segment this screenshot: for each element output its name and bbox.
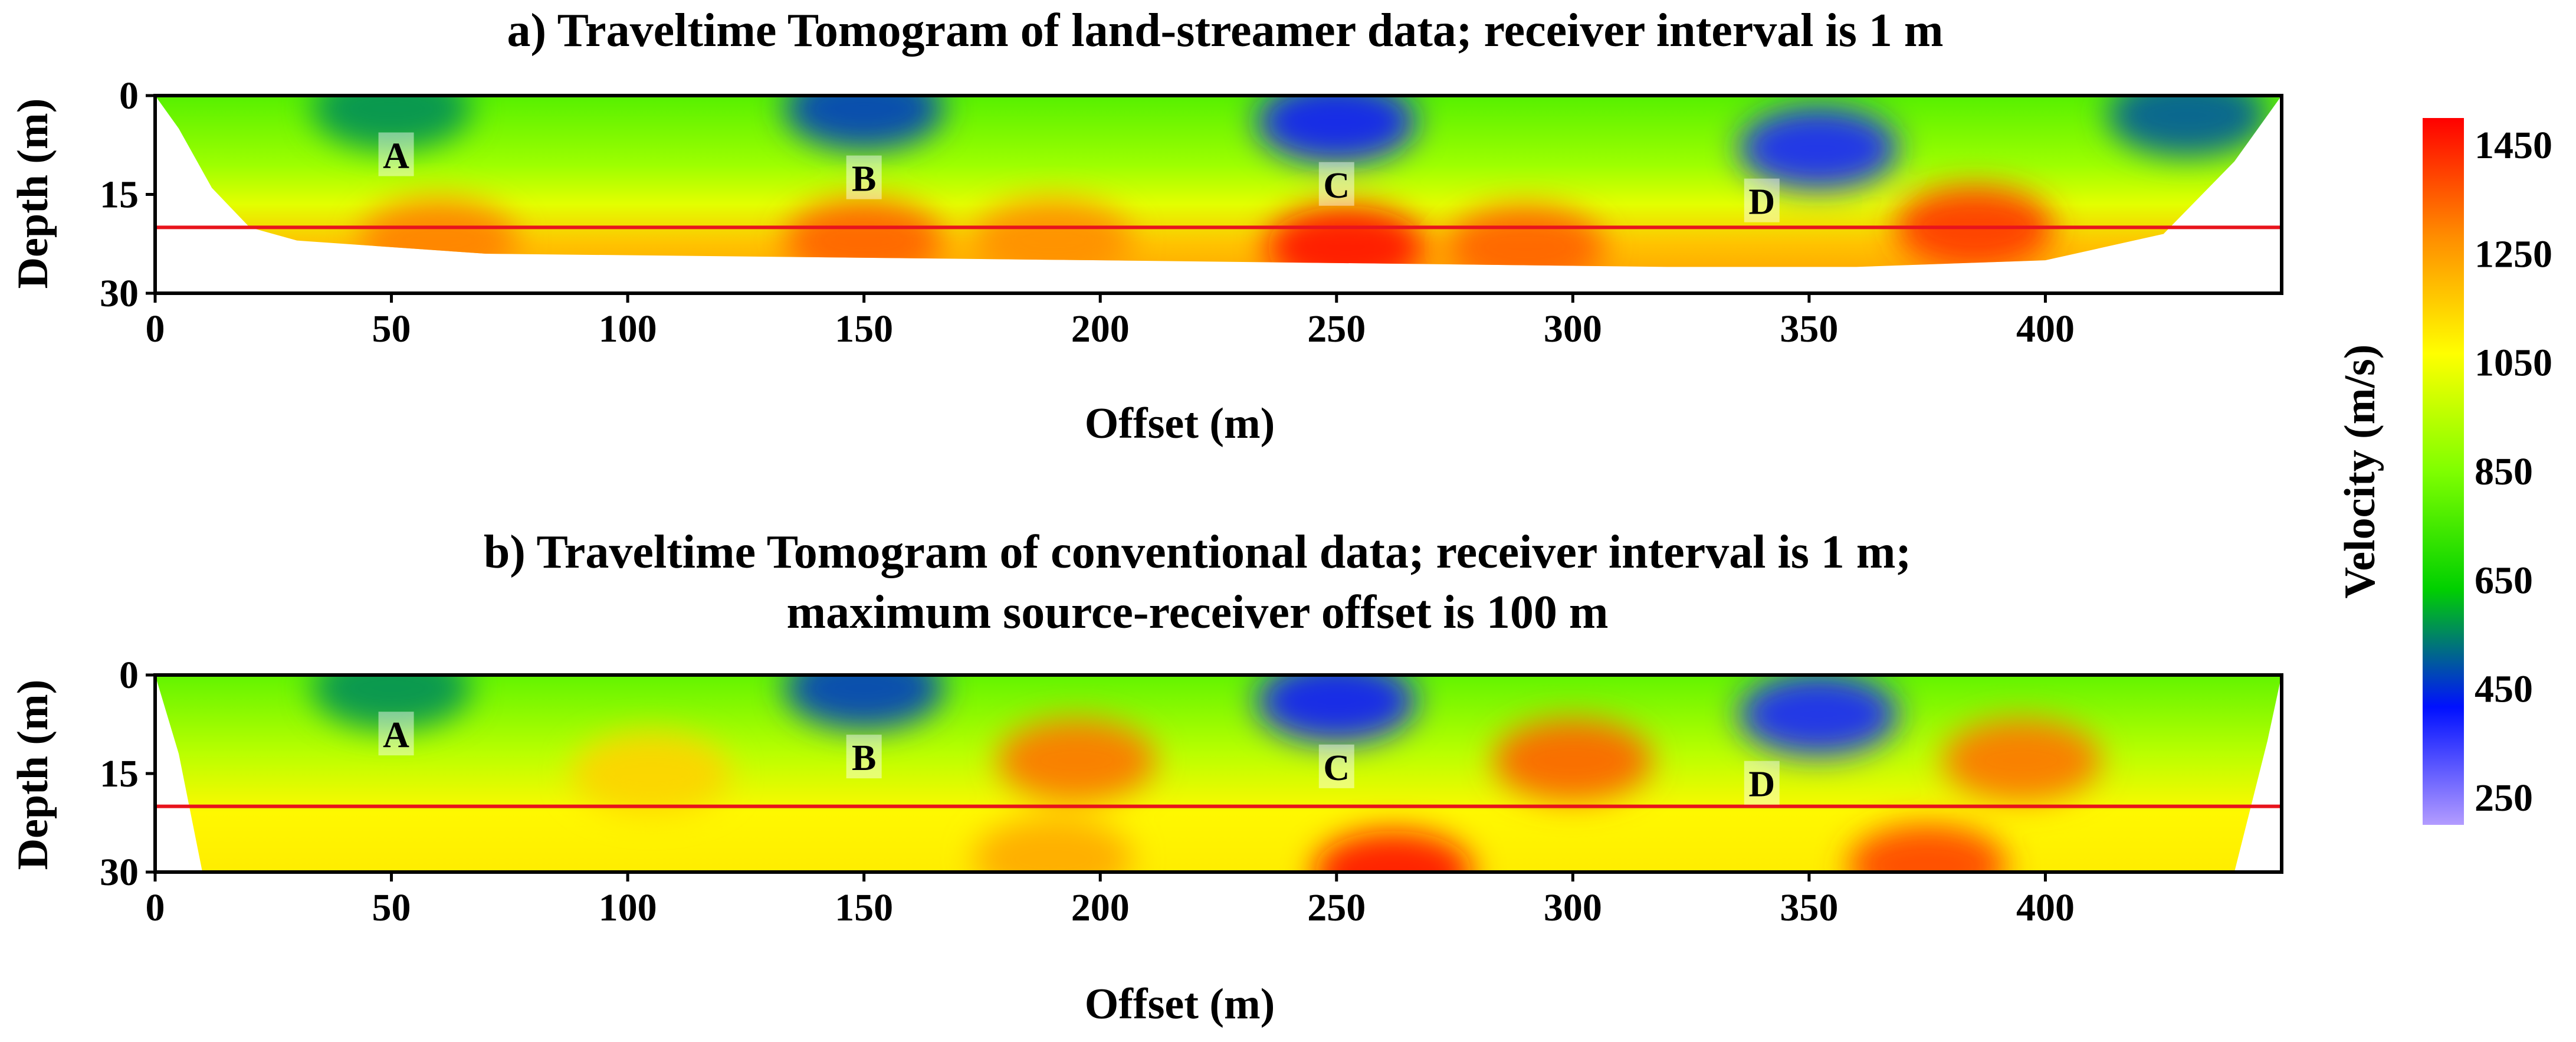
marker-box-b-A — [378, 712, 414, 756]
xtick-label-a-100: 100 — [599, 307, 657, 350]
velocity-anomaly-b-4 — [1738, 675, 1898, 756]
colorbar-tick-250: 250 — [2475, 776, 2533, 820]
xtick-label-b-0: 0 — [146, 886, 165, 929]
panel-a-tomogram: a) Traveltime Tomogram of land-streamer … — [9, 5, 2283, 448]
velocity-anomaly-a-7 — [1266, 205, 1426, 267]
marker-label-b-C: C — [1323, 748, 1350, 788]
xtick-label-b-300: 300 — [1544, 886, 1602, 929]
colorbar-tick-1250: 1250 — [2475, 232, 2552, 276]
xtick-label-a-400: 400 — [2016, 307, 2075, 350]
velocity-anomaly-a-1 — [311, 96, 471, 150]
panel-b-ylabel: Depth (m) — [9, 680, 57, 870]
panel-a-plot-area: A B C D 0 50 100 150 200 250 300 350 400 0 15 30 — [100, 74, 2283, 350]
velocity-anomaly-a-11 — [973, 199, 1133, 267]
colorbar-tick-1450: 1450 — [2475, 124, 2552, 167]
panel-b-xlabel: Offset (m) — [1085, 980, 1275, 1028]
velocity-field-b — [155, 675, 2282, 872]
marker-box-b-C — [1318, 744, 1354, 788]
panel-b-title-line-2: maximum source-receiver offset is 100 m — [787, 586, 1609, 638]
velocity-anomaly-b-7 — [973, 817, 1133, 872]
marker-box-a-C — [1318, 162, 1354, 206]
velocity-anomaly-a-3 — [1256, 96, 1416, 163]
velocity-anomaly-b-9 — [1313, 831, 1473, 872]
xtick-label-b-50: 50 — [372, 886, 411, 929]
panel-b-plot-area: A B C D 0 50 100 150 200 250 300 350 400 0 15 30 — [100, 654, 2283, 929]
velocity-anomaly-b-2 — [784, 675, 944, 730]
velocity-anomaly-a-10 — [359, 199, 519, 267]
xtick-label-b-250: 250 — [1307, 886, 1366, 929]
velocity-field-a — [155, 96, 2282, 267]
colorbar-tick-1050: 1050 — [2475, 342, 2552, 385]
colorbar-ticks: 1450 1250 1050 850 650 450 250 — [2475, 124, 2552, 820]
marker-label-a-A: A — [383, 136, 409, 176]
panel-a-ylabel: Depth (m) — [9, 99, 57, 289]
velocity-anomaly-a-8 — [1446, 205, 1606, 267]
panel-b-title-line-1: b) Traveltime Tomogram of conventional d… — [484, 526, 1911, 578]
velocity-anomaly-b-11 — [1847, 824, 2007, 872]
xtick-label-b-100: 100 — [599, 886, 657, 929]
xtick-label-a-350: 350 — [1780, 307, 1838, 350]
panel-a-xlabel: Offset (m) — [1085, 399, 1275, 448]
velocity-anomaly-b-8 — [1493, 719, 1653, 802]
marker-label-b-D: D — [1748, 765, 1775, 805]
colorbar-tick-450: 450 — [2475, 668, 2533, 711]
velocity-anomaly-a-5 — [2107, 96, 2267, 157]
velocity-anomaly-b-5 — [572, 732, 731, 815]
marker-box-b-B — [846, 735, 882, 779]
marker-label-a-D: D — [1748, 182, 1775, 222]
velocity-anomaly-b-10 — [1942, 719, 2102, 802]
colorbar-gradient — [2423, 118, 2464, 825]
xtick-label-a-200: 200 — [1071, 307, 1130, 350]
panel-a-title: a) Traveltime Tomogram of land-streamer … — [507, 5, 1943, 57]
velocity-anomaly-a-4 — [1738, 107, 1898, 190]
colorbar-label: Velocity (m/s) — [2336, 345, 2384, 599]
ytick-label-a-30: 30 — [100, 272, 139, 315]
velocity-anomaly-b-3 — [1256, 675, 1416, 743]
colorbar-tick-650: 650 — [2475, 559, 2533, 602]
marker-label-b-B: B — [852, 738, 876, 778]
xtick-label-a-150: 150 — [835, 307, 893, 350]
marker-box-a-A — [378, 132, 414, 176]
xtick-label-a-300: 300 — [1544, 307, 1602, 350]
xtick-label-b-200: 200 — [1071, 886, 1130, 929]
marker-box-a-B — [846, 155, 882, 199]
velocity-anomaly-b-1 — [311, 675, 471, 730]
marker-box-a-D — [1744, 178, 1780, 222]
ytick-label-b-0: 0 — [119, 654, 139, 697]
xtick-label-a-250: 250 — [1307, 307, 1366, 350]
ytick-label-a-0: 0 — [119, 74, 139, 117]
xtick-label-b-350: 350 — [1780, 886, 1838, 929]
velocity-anomaly-a-6 — [784, 199, 944, 267]
ytick-label-a-15: 15 — [100, 173, 139, 217]
marker-box-b-D — [1744, 761, 1780, 805]
ytick-label-b-30: 30 — [100, 851, 139, 894]
ytick-label-b-15: 15 — [100, 752, 139, 795]
marker-label-a-B: B — [852, 159, 876, 199]
panel-b-tomogram: b) Traveltime Tomogram of conventional d… — [9, 526, 2283, 1028]
marker-label-b-A: A — [383, 715, 409, 755]
xtick-label-b-150: 150 — [835, 886, 893, 929]
marker-label-a-C: C — [1323, 166, 1350, 206]
velocity-colorbar: 1450 1250 1050 850 650 450 250 Velocity (m/s) — [2336, 118, 2552, 825]
velocity-anomaly-b-6 — [997, 719, 1157, 802]
xtick-label-a-50: 50 — [372, 307, 411, 350]
velocity-anomaly-a-2 — [784, 96, 944, 150]
xtick-label-a-0: 0 — [146, 307, 165, 350]
xtick-label-b-400: 400 — [2016, 886, 2075, 929]
colorbar-tick-850: 850 — [2475, 450, 2533, 493]
